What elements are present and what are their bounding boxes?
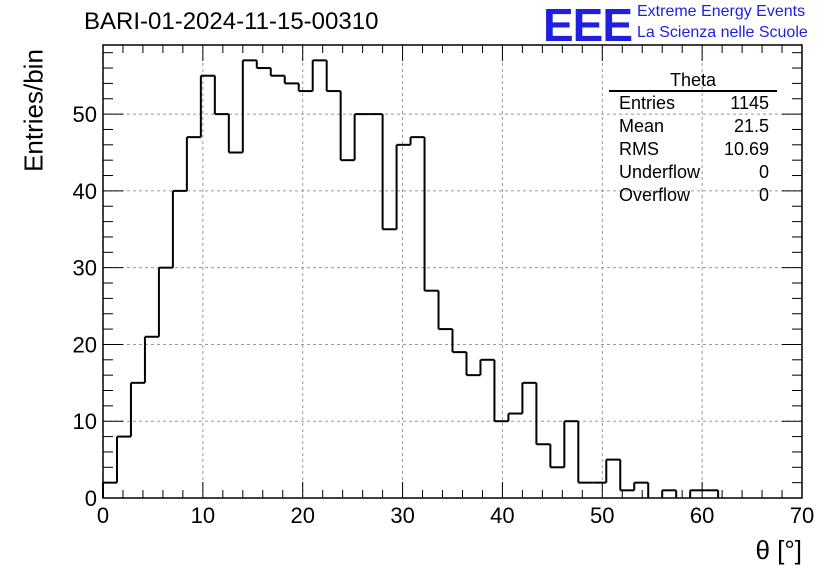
stats-label: Entries — [619, 93, 676, 113]
stats-row: Mean 21.5 — [609, 115, 777, 138]
x-tick-label: 10 — [191, 503, 215, 528]
stats-row: Overflow 0 — [609, 184, 777, 207]
x-tick-label: 40 — [490, 503, 514, 528]
eee-logo: EEE — [543, 0, 633, 51]
stats-label: RMS — [619, 139, 659, 159]
chart-title: BARI-01-2024-11-15-00310 — [84, 8, 379, 35]
x-tick-label: 30 — [390, 503, 414, 528]
stats-value: 10.69 — [723, 139, 769, 159]
plot-frame — [102, 44, 803, 499]
logo-line-1: Extreme Energy Events — [637, 3, 806, 20]
stats-label: Mean — [619, 116, 665, 136]
x-tick-label: 0 — [97, 503, 109, 528]
stats-value: 1145 — [730, 93, 769, 113]
stats-row: Entries 1145 — [609, 92, 777, 115]
y-tick-label: 30 — [73, 256, 97, 281]
stats-label: Underflow — [619, 162, 701, 182]
stats-box: Theta Entries 1145 Mean 21.5 RMS 10.69 U… — [609, 70, 777, 207]
stats-title: Theta — [609, 70, 777, 92]
x-tick-label: 60 — [690, 503, 714, 528]
y-tick-label: 0 — [85, 486, 97, 511]
stats-value: 0 — [758, 185, 769, 205]
x-axis-label: θ [°] — [755, 535, 802, 565]
y-tick-label: 10 — [73, 409, 97, 434]
y-axis-label: Entries/bin — [18, 49, 49, 172]
x-tick-label: 20 — [290, 503, 314, 528]
stats-value: 0 — [758, 162, 769, 182]
stats-value: 21.5 — [733, 116, 769, 136]
stats-row: Underflow 0 — [609, 161, 777, 184]
logo-line-2: La Scienza nelle Scuole — [637, 24, 808, 41]
y-tick-label: 40 — [73, 179, 97, 204]
stats-label: Overflow — [619, 185, 691, 205]
y-tick-label: 50 — [73, 102, 97, 127]
y-tick-label: 20 — [73, 332, 97, 357]
x-tick-label: 50 — [590, 503, 614, 528]
x-tick-label: 70 — [790, 503, 814, 528]
stats-row: RMS 10.69 — [609, 138, 777, 161]
